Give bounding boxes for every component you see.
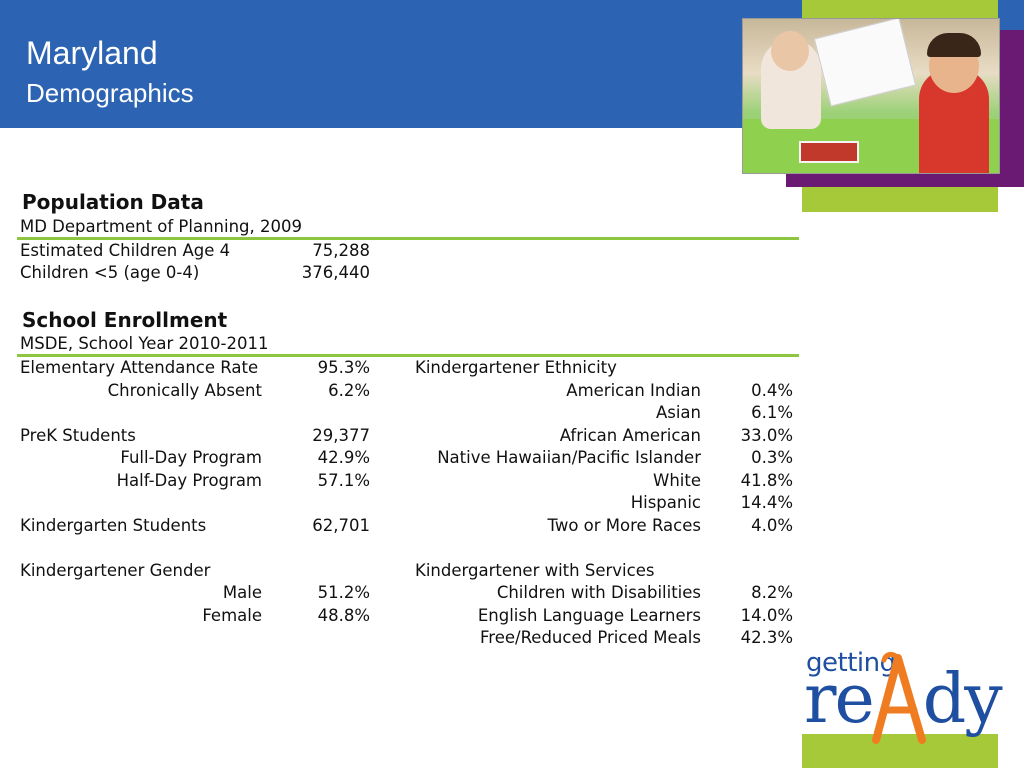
services-label: Children with Disabilities	[496, 583, 701, 602]
fullday-label: Full-Day Program	[120, 448, 262, 467]
female-value: 48.8%	[317, 606, 370, 625]
enrollment-section-title: School Enrollment	[22, 308, 228, 332]
ethnicity-label: Hispanic	[630, 493, 701, 512]
halfday-label: Half-Day Program	[116, 471, 262, 490]
prek-label: PreK Students	[20, 426, 136, 445]
ethnicity-value: 41.8%	[740, 471, 793, 490]
attendance-value: 95.3%	[317, 358, 370, 377]
fullday-value: 42.9%	[317, 448, 370, 467]
male-label: Male	[222, 583, 262, 602]
halfday-value: 57.1%	[317, 471, 370, 490]
male-value: 51.2%	[317, 583, 370, 602]
section-divider	[17, 237, 799, 240]
population-label: Children <5 (age 0-4)	[20, 263, 200, 282]
ethnicity-label: Native Hawaiian/Pacific Islander	[437, 448, 701, 467]
enrollment-source: MSDE, School Year 2010-2011	[20, 334, 269, 353]
population-source: MD Department of Planning, 2009	[20, 217, 302, 236]
services-label: Free/Reduced Priced Meals	[480, 628, 701, 647]
ethnicity-value: 33.0%	[740, 426, 793, 445]
section-divider	[17, 354, 799, 357]
children-photo	[742, 18, 1000, 174]
ethnicity-value: 14.4%	[740, 493, 793, 512]
page-title: Maryland	[26, 35, 158, 71]
population-value: 376,440	[301, 263, 370, 282]
services-heading: Kindergartener with Services	[415, 561, 655, 580]
ethnicity-label: Asian	[655, 403, 701, 422]
services-value: 8.2%	[751, 583, 793, 602]
ethnicity-label: African American	[559, 426, 701, 445]
absent-label: Chronically Absent	[107, 381, 262, 400]
ethnicity-label: White	[653, 471, 701, 490]
services-value: 42.3%	[740, 628, 793, 647]
ethnicity-value: 0.3%	[751, 448, 793, 467]
logo-ready-suffix: dy	[922, 660, 1003, 739]
population-section-title: Population Data	[22, 190, 204, 214]
ethnicity-value: 6.1%	[751, 403, 793, 422]
attendance-label: Elementary Attendance Rate	[20, 358, 259, 377]
ethnicity-value: 4.0%	[751, 516, 793, 535]
population-value: 75,288	[312, 241, 370, 260]
female-label: Female	[202, 606, 262, 625]
ethnicity-label: Two or More Races	[547, 516, 702, 535]
prek-value: 29,377	[312, 426, 370, 445]
decorative-green-footer	[802, 734, 998, 768]
logo-ready-text: re dy	[804, 660, 1003, 740]
logo-ready-prefix: re	[804, 660, 875, 739]
kinder-value: 62,701	[312, 516, 370, 535]
services-value: 14.0%	[740, 606, 793, 625]
gender-heading: Kindergartener Gender	[20, 561, 211, 580]
ethnicity-heading: Kindergartener Ethnicity	[415, 358, 617, 377]
ethnicity-value: 0.4%	[751, 381, 793, 400]
logo-a-icon	[872, 651, 926, 744]
absent-value: 6.2%	[328, 381, 370, 400]
page-subtitle: Demographics	[26, 78, 194, 108]
ethnicity-label: American Indian	[566, 381, 701, 400]
services-label: English Language Learners	[477, 606, 701, 625]
logo-getting-text: getting	[806, 648, 896, 678]
population-label: Estimated Children Age 4	[20, 241, 231, 260]
kinder-label: Kindergarten Students	[20, 516, 207, 535]
